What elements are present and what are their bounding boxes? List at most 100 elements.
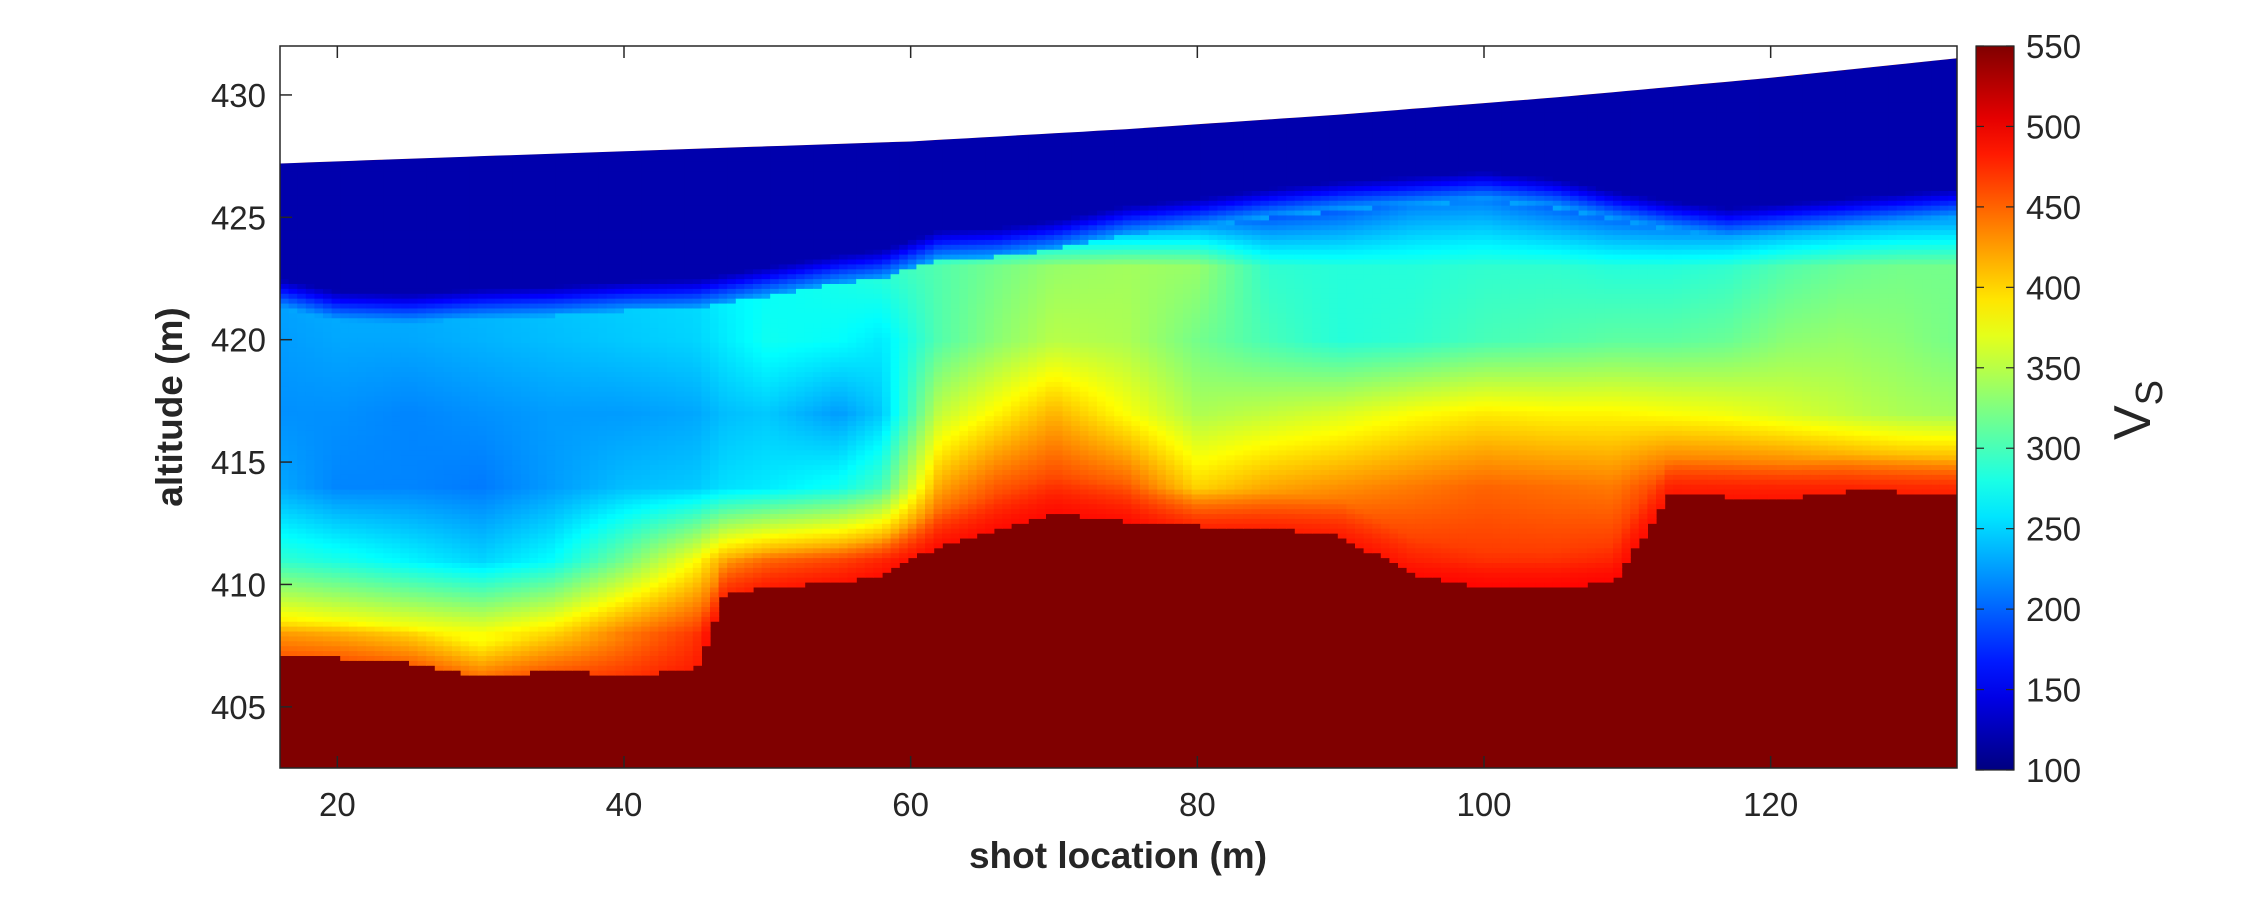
- heatmap-cell: [658, 630, 668, 637]
- heatmap-cell: [675, 498, 685, 505]
- heatmap-cell: [297, 190, 307, 196]
- heatmap-cell: [606, 190, 616, 196]
- heatmap-cell: [409, 547, 419, 554]
- heatmap-cell: [391, 268, 401, 275]
- heatmap-cell: [615, 395, 625, 402]
- heatmap-cell: [452, 621, 462, 627]
- heatmap-cell: [280, 229, 290, 236]
- heatmap-cell: [555, 395, 565, 402]
- heatmap-cell: [649, 645, 659, 652]
- heatmap-cell: [297, 371, 307, 377]
- heatmap-cell: [503, 488, 513, 495]
- heatmap-cell: [486, 518, 496, 524]
- heatmap-cell: [598, 200, 608, 206]
- heatmap-cell: [288, 410, 298, 417]
- heatmap-cell: [589, 484, 599, 490]
- heatmap-cell: [624, 567, 634, 573]
- heatmap-cell: [314, 425, 324, 431]
- heatmap-cell: [383, 611, 393, 617]
- heatmap-cell: [512, 205, 522, 211]
- heatmap-cell: [649, 175, 659, 182]
- heatmap-cell: [417, 185, 427, 191]
- heatmap-cell: [434, 249, 444, 255]
- heatmap-cell: [426, 322, 436, 329]
- heatmap-cell: [589, 386, 599, 392]
- heatmap-cell: [280, 273, 290, 280]
- heatmap-cell: [297, 577, 307, 583]
- heatmap-cell: [649, 342, 659, 348]
- heatmap-cell: [426, 376, 436, 382]
- heatmap-cell: [624, 195, 634, 201]
- heatmap-cell: [546, 263, 556, 270]
- heatmap-cell: [366, 616, 376, 622]
- heatmap-cell: [512, 283, 522, 289]
- heatmap-cell: [684, 376, 694, 382]
- heatmap-cell: [503, 640, 513, 647]
- heatmap-cell: [280, 347, 290, 353]
- heatmap-cell: [323, 195, 333, 201]
- heatmap-cell: [538, 180, 548, 187]
- heatmap-cell: [615, 552, 625, 559]
- heatmap-cell: [434, 351, 444, 358]
- heatmap-cell: [452, 547, 462, 554]
- heatmap-cell: [417, 361, 427, 368]
- heatmap-cell: [520, 454, 530, 461]
- heatmap-cell: [297, 219, 307, 226]
- heatmap-cell: [512, 302, 522, 309]
- heatmap-cell: [305, 621, 315, 627]
- heatmap-cell: [649, 484, 659, 490]
- heatmap-cell: [538, 156, 548, 162]
- heatmap-cell: [632, 474, 642, 480]
- heatmap-cell: [366, 327, 376, 333]
- heatmap-cell: [606, 312, 616, 319]
- heatmap-cell: [469, 254, 479, 260]
- heatmap-cell: [503, 533, 513, 539]
- heatmap-cell: [374, 533, 384, 539]
- heatmap-cell: [512, 567, 522, 573]
- heatmap-cell: [391, 645, 401, 652]
- heatmap-cell: [589, 469, 599, 475]
- heatmap-cell: [486, 219, 496, 226]
- heatmap-cell: [684, 523, 694, 529]
- heatmap-cell: [469, 405, 479, 412]
- heatmap-cell: [503, 435, 513, 441]
- heatmap-cell: [538, 567, 548, 573]
- heatmap-cell: [555, 293, 565, 299]
- heatmap-cell: [546, 645, 556, 652]
- heatmap-cell: [503, 258, 513, 265]
- heatmap-cell: [581, 395, 591, 402]
- heatmap-cell: [297, 351, 307, 358]
- heatmap-cell: [503, 459, 513, 466]
- heatmap-cell: [280, 244, 290, 250]
- heatmap-cell: [305, 366, 315, 373]
- heatmap-cell: [331, 361, 341, 368]
- heatmap-cell: [555, 611, 565, 617]
- heatmap-cell: [374, 234, 384, 240]
- heatmap-cell: [434, 586, 444, 593]
- heatmap-cell: [409, 626, 419, 632]
- heatmap-cell: [495, 400, 505, 407]
- heatmap-cell: [658, 327, 668, 333]
- heatmap-cell: [426, 302, 436, 309]
- heatmap-cell: [641, 258, 651, 265]
- heatmap-cell: [331, 278, 341, 284]
- heatmap-cell: [357, 572, 367, 578]
- heatmap-cell: [538, 170, 548, 177]
- heatmap-cell: [443, 273, 453, 280]
- heatmap-cell: [409, 175, 419, 182]
- heatmap-cell: [357, 621, 367, 627]
- heatmap-cell: [400, 219, 410, 226]
- heatmap-cell: [598, 165, 608, 172]
- heatmap-cell: [331, 435, 341, 441]
- heatmap-cell: [581, 430, 591, 436]
- heatmap-cell: [409, 552, 419, 559]
- heatmap-cell: [391, 185, 401, 191]
- heatmap-cell: [323, 361, 333, 368]
- heatmap-cell: [486, 430, 496, 436]
- heatmap-cell: [538, 528, 548, 534]
- heatmap-cell: [434, 567, 444, 573]
- heatmap-cell: [512, 229, 522, 236]
- heatmap-cell: [503, 493, 513, 500]
- heatmap-cell: [305, 351, 315, 358]
- heatmap-cell: [563, 488, 573, 495]
